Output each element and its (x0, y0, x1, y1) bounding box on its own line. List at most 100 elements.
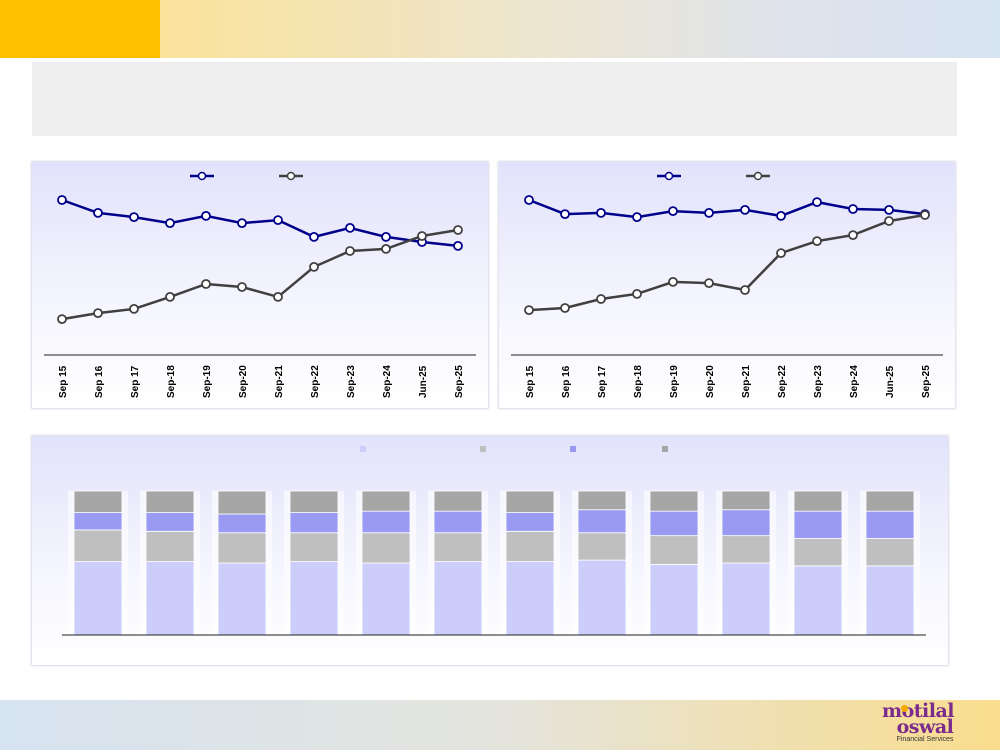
bar-segment-s3-4 (289, 512, 339, 534)
bar-segment-s2-9 (649, 535, 699, 565)
left-point-s2-4 (165, 291, 175, 302)
right-x-tick-1: Sep 15 (525, 365, 536, 398)
right-point-s2-2 (560, 303, 570, 313)
left-point-s1-12 (453, 241, 463, 251)
bar-segment-s4-4 (289, 490, 339, 514)
slide-title-box (32, 62, 957, 136)
bar-segment-s2-10 (721, 535, 771, 564)
left-point-s2-1 (57, 314, 67, 325)
bar-segment-s3-7 (505, 512, 555, 532)
left-x-tick-9: Sep-23 (346, 365, 357, 398)
right-point-s2-1 (524, 305, 534, 316)
left-point-s1-7 (273, 215, 283, 225)
bar-segment-s2-1 (73, 529, 123, 562)
bar-segment-s3-2 (145, 512, 195, 532)
right-point-s2-11 (884, 216, 894, 226)
left-point-s1-2 (93, 208, 103, 218)
bar-segment-s1-2 (145, 561, 195, 636)
left-point-s2-7 (273, 291, 283, 302)
bar-segment-s4-5 (361, 490, 411, 512)
left-point-s2-12 (453, 225, 463, 235)
bar-segment-s2-5 (361, 532, 411, 564)
left-point-s2-9 (345, 246, 355, 256)
bar-segment-s4-10 (721, 490, 771, 511)
logo-name-line1: motilal (881, 700, 955, 722)
left-legend-marker-2 (286, 171, 296, 181)
right-point-s1-9 (812, 197, 822, 207)
left-x-tick-12: Sep-25 (454, 365, 465, 398)
right-x-tick-12: Sep-25 (921, 365, 932, 398)
bar-segment-s3-1 (73, 512, 123, 531)
left-point-s2-8 (309, 262, 319, 272)
left-point-s2-11 (417, 231, 427, 241)
right-point-s1-1 (524, 195, 534, 205)
bar-segment-s2-8 (577, 532, 627, 561)
right-point-s2-7 (740, 285, 750, 295)
bar-segment-s4-1 (73, 490, 123, 514)
left-x-tick-4: Sep-18 (166, 365, 177, 398)
bar-segment-s4-8 (577, 490, 627, 511)
left-point-s2-5 (201, 279, 211, 289)
right-x-tick-9: Sep-23 (813, 365, 824, 398)
right-point-s2-9 (812, 236, 822, 246)
bar-segment-s1-8 (577, 559, 627, 636)
bar-legend-swatch-4 (662, 446, 668, 452)
right-point-s1-3 (596, 208, 606, 218)
logo-tagline: Financial Services (896, 736, 954, 743)
left-x-tick-8: Sep-22 (310, 365, 321, 398)
right-x-tick-6: Sep-20 (705, 365, 716, 398)
right-point-s1-5 (668, 206, 678, 216)
left-line-chart: Sep 15 Sep 16 Sep 17 Sep-18 Sep-19 Sep-20 Sep-… (44, 171, 476, 398)
bar-segment-s2-6 (433, 532, 483, 562)
bar-segment-s3-6 (433, 510, 483, 534)
left-point-s1-9 (345, 223, 355, 233)
right-line-chart: Sep 15 Sep 16 Sep 17 Sep-18 Sep-19 Sep-20 Sep-… (511, 171, 943, 398)
bar-segment-s3-10 (721, 509, 771, 537)
right-x-tick-2: Sep 16 (561, 365, 572, 398)
bar-segment-s4-9 (649, 490, 699, 512)
right-point-s1-10 (848, 204, 858, 214)
left-point-s1-6 (237, 218, 247, 228)
bar-segment-s4-12 (865, 490, 915, 512)
right-series-line-1 (528, 198, 926, 219)
left-point-s2-10 (381, 244, 391, 254)
bar-segment-s2-7 (505, 530, 555, 562)
right-point-s1-6 (704, 208, 714, 218)
bar-segment-s1-9 (649, 564, 699, 636)
right-point-s2-4 (632, 288, 642, 299)
left-point-s1-8 (309, 232, 319, 242)
left-x-tick-3: Sep 17 (130, 365, 141, 398)
bar-segment-s3-12 (865, 510, 915, 539)
right-point-s2-10 (848, 230, 858, 240)
bar-segment-s3-5 (361, 510, 411, 534)
bar-segment-s1-5 (361, 562, 411, 636)
header-accent-block (0, 0, 160, 58)
bar-legend-swatch-3 (570, 446, 576, 452)
left-line-chart-panel: Sep 15 Sep 16 Sep 17 Sep-18 Sep-19 Sep-20 Sep-… (32, 162, 488, 408)
bar-segment-s4-11 (793, 490, 843, 512)
left-point-s2-2 (93, 308, 103, 319)
right-legend-marker-2 (753, 171, 763, 181)
bar-legend-swatch-2 (480, 446, 486, 452)
left-point-s1-10 (381, 232, 391, 242)
left-x-tick-10: Sep-24 (382, 365, 393, 398)
left-x-tick-5: Sep-19 (202, 365, 213, 398)
brand-logo: motilal oswal Financial Services (868, 700, 968, 749)
left-x-tick-2: Sep 16 (94, 365, 105, 398)
left-x-tick-6: Sep-20 (238, 365, 249, 398)
left-series-line-2 (61, 228, 459, 321)
bar-segment-s3-3 (217, 513, 267, 534)
left-x-tick-11: Jun-25 (418, 365, 429, 398)
right-point-s2-3 (596, 294, 606, 304)
bar-segment-s4-7 (505, 490, 555, 514)
right-legend-marker-1 (664, 171, 674, 181)
logo-name-line2: oswal (896, 716, 954, 738)
right-x-tick-5: Sep-19 (669, 365, 680, 398)
right-point-s1-11 (884, 205, 894, 215)
right-x-tick-4: Sep-18 (633, 365, 644, 398)
bar-segment-s1-7 (505, 561, 555, 636)
right-point-s2-12 (920, 210, 930, 220)
left-x-tick-1: Sep 15 (58, 365, 69, 398)
right-point-s1-7 (740, 205, 750, 215)
right-line-chart-panel: Sep 15 Sep 16 Sep 17 Sep-18 Sep-19 Sep-20 Sep-… (499, 162, 955, 408)
